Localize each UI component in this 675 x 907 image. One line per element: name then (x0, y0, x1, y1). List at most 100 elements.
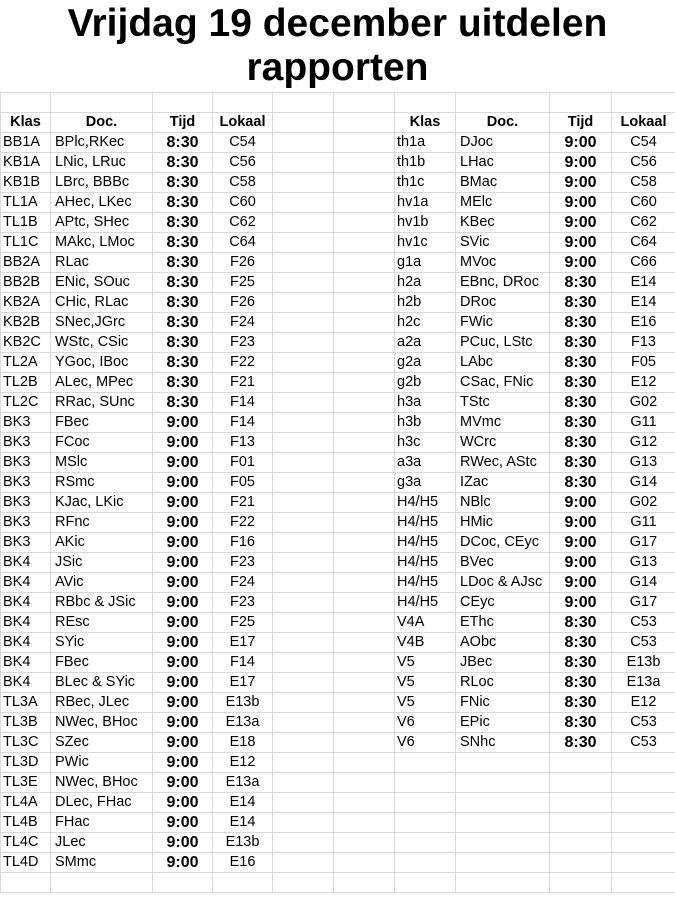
empty-cell[interactable] (272, 692, 334, 713)
empty-cell[interactable] (333, 712, 395, 733)
right-doc-cell[interactable]: BMac (455, 172, 550, 193)
left-doc-cell[interactable]: RRac, SUnc (50, 392, 153, 413)
right-tijd-cell[interactable]: 8:30 (549, 632, 612, 653)
left-tijd-cell[interactable]: 9:00 (152, 452, 213, 473)
left-klas-cell[interactable]: TL2A (0, 352, 51, 373)
left-doc-cell[interactable]: DLec, FHac (50, 792, 153, 813)
right-tijd-cell[interactable]: 9:00 (549, 172, 612, 193)
right-doc-cell[interactable]: RLoc (455, 672, 550, 693)
empty-cell[interactable] (455, 92, 550, 113)
left-lokaal-cell[interactable]: F16 (212, 532, 273, 553)
empty-cell[interactable] (50, 872, 153, 893)
right-lokaal-cell[interactable]: E12 (611, 692, 675, 713)
right-lokaal-cell[interactable]: G13 (611, 452, 675, 473)
empty-cell[interactable] (272, 212, 334, 233)
empty-cell[interactable] (549, 772, 612, 793)
left-doc-cell[interactable]: APtc, SHec (50, 212, 153, 233)
right-klas-cell[interactable]: V5 (394, 672, 456, 693)
left-tijd-cell[interactable]: 8:30 (152, 332, 213, 353)
right-klas-cell[interactable]: h2b (394, 292, 456, 313)
empty-cell[interactable] (333, 852, 395, 873)
empty-cell[interactable] (333, 372, 395, 393)
right-lokaal-cell[interactable]: E12 (611, 372, 675, 393)
right-tijd-cell[interactable]: 8:30 (549, 612, 612, 633)
left-doc-cell[interactable]: ENic, SOuc (50, 272, 153, 293)
left-lokaal-cell[interactable]: F14 (212, 652, 273, 673)
empty-cell[interactable] (333, 532, 395, 553)
left-doc-cell[interactable]: KJac, LKic (50, 492, 153, 513)
left-tijd-cell[interactable]: 9:00 (152, 572, 213, 593)
empty-cell[interactable] (549, 92, 612, 113)
right-lokaal-cell[interactable]: G14 (611, 572, 675, 593)
right-klas-cell[interactable]: g2a (394, 352, 456, 373)
left-tijd-cell[interactable]: 9:00 (152, 492, 213, 513)
left-tijd-cell[interactable]: 8:30 (152, 312, 213, 333)
left-klas-cell[interactable]: BK4 (0, 592, 51, 613)
left-doc-cell[interactable]: SNec,JGrc (50, 312, 153, 333)
left-tijd-cell[interactable]: 9:00 (152, 712, 213, 733)
right-klas-cell[interactable]: H4/H5 (394, 512, 456, 533)
left-klas-cell[interactable]: BK3 (0, 452, 51, 473)
right-doc-cell[interactable]: SNhc (455, 732, 550, 753)
right-tijd-cell[interactable]: 8:30 (549, 732, 612, 753)
empty-cell[interactable] (333, 732, 395, 753)
empty-cell[interactable] (272, 292, 334, 313)
left-klas-cell[interactable]: TL3A (0, 692, 51, 713)
right-lokaal-cell[interactable]: E14 (611, 272, 675, 293)
empty-cell[interactable] (611, 872, 675, 893)
empty-cell[interactable] (333, 812, 395, 833)
left-tijd-cell[interactable]: 9:00 (152, 832, 213, 853)
left-lokaal-cell[interactable]: E13b (212, 832, 273, 853)
right-klas-cell[interactable]: H4/H5 (394, 532, 456, 553)
right-doc-cell[interactable]: CSac, FNic (455, 372, 550, 393)
empty-cell[interactable] (394, 852, 456, 873)
left-doc-cell[interactable]: AHec, LKec (50, 192, 153, 213)
empty-cell[interactable] (333, 272, 395, 293)
left-klas-cell[interactable]: TL4D (0, 852, 51, 873)
left-tijd-cell[interactable]: 8:30 (152, 172, 213, 193)
left-lokaal-cell[interactable]: C58 (212, 172, 273, 193)
left-doc-cell[interactable]: FHac (50, 812, 153, 833)
empty-cell[interactable] (333, 152, 395, 173)
right-doc-cell[interactable]: BVec (455, 552, 550, 573)
right-tijd-cell[interactable]: 9:00 (549, 492, 612, 513)
empty-cell[interactable] (455, 852, 550, 873)
empty-cell[interactable] (272, 112, 334, 133)
left-klas-cell[interactable]: BK3 (0, 432, 51, 453)
empty-cell[interactable] (455, 832, 550, 853)
left-lokaal-cell[interactable]: F26 (212, 252, 273, 273)
left-klas-cell[interactable]: TL2B (0, 372, 51, 393)
empty-cell[interactable] (549, 752, 612, 773)
empty-cell[interactable] (333, 512, 395, 533)
left-klas-cell[interactable]: BK4 (0, 652, 51, 673)
left-klas-cell[interactable]: KB2C (0, 332, 51, 353)
left-klas-cell[interactable]: BK4 (0, 612, 51, 633)
left-tijd-cell[interactable]: 8:30 (152, 292, 213, 313)
right-doc-cell[interactable]: PCuc, LStc (455, 332, 550, 353)
right-klas-cell[interactable]: V5 (394, 692, 456, 713)
right-tijd-cell[interactable]: 8:30 (549, 292, 612, 313)
left-tijd-cell[interactable]: 9:00 (152, 592, 213, 613)
empty-cell[interactable] (455, 752, 550, 773)
right-doc-cell[interactable]: EBnc, DRoc (455, 272, 550, 293)
left-tijd-cell[interactable]: 9:00 (152, 472, 213, 493)
empty-cell[interactable] (333, 292, 395, 313)
empty-cell[interactable] (611, 832, 675, 853)
right-klas-cell[interactable]: h2c (394, 312, 456, 333)
left-tijd-cell[interactable]: 8:30 (152, 232, 213, 253)
empty-cell[interactable] (455, 872, 550, 893)
empty-cell[interactable] (333, 492, 395, 513)
right-klas-cell[interactable]: th1c (394, 172, 456, 193)
left-header-lokaal[interactable]: Lokaal (212, 112, 273, 133)
left-klas-cell[interactable]: TL1B (0, 212, 51, 233)
empty-cell[interactable] (152, 92, 213, 113)
right-lokaal-cell[interactable]: C56 (611, 152, 675, 173)
empty-cell[interactable] (272, 652, 334, 673)
left-doc-cell[interactable]: MSlc (50, 452, 153, 473)
right-tijd-cell[interactable]: 8:30 (549, 332, 612, 353)
right-klas-cell[interactable]: hv1b (394, 212, 456, 233)
left-lokaal-cell[interactable]: E17 (212, 632, 273, 653)
left-tijd-cell[interactable]: 8:30 (152, 252, 213, 273)
left-doc-cell[interactable]: REsc (50, 612, 153, 633)
left-header-klas[interactable]: Klas (0, 112, 51, 133)
